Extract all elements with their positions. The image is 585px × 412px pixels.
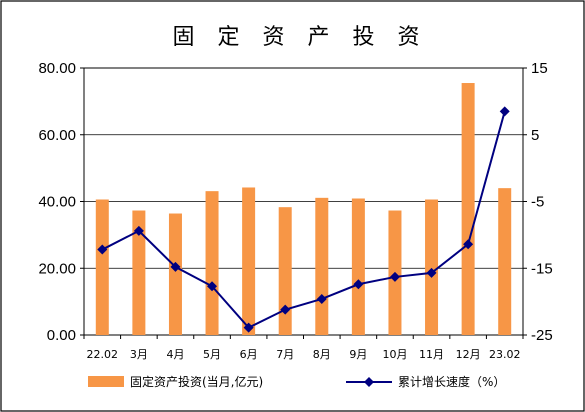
line-marker: [426, 267, 437, 278]
x-tick-label: 7月: [276, 348, 294, 361]
line-marker: [280, 304, 291, 315]
bar: [95, 199, 109, 335]
line-marker: [463, 239, 474, 250]
left-tick-label: 40.00: [38, 194, 76, 211]
left-tick-label: 0.00: [47, 327, 76, 344]
bar: [351, 198, 365, 335]
bar: [168, 213, 182, 335]
right-tick-label: -15: [531, 260, 553, 277]
line-marker: [499, 106, 510, 117]
x-tick-label: 23.02: [489, 348, 521, 361]
legend-label-bar: 固定资产投资(当月,亿元): [130, 374, 263, 389]
x-tick-label: 22.02: [87, 348, 119, 361]
x-tick-label: 9月: [349, 348, 367, 361]
bar: [315, 197, 329, 335]
bar: [278, 207, 292, 335]
bar: [425, 199, 439, 335]
legend: 固定资产投资(当月,亿元) 累计增长速度（%）: [88, 374, 505, 389]
right-tick-label: -25: [531, 327, 553, 344]
line-marker: [353, 279, 364, 290]
line-marker: [389, 271, 400, 282]
line-marker: [97, 244, 108, 255]
x-tick-label: 4月: [166, 348, 184, 361]
left-tick-label: 80.00: [38, 60, 76, 77]
legend-label-line: 累计增长速度（%）: [398, 374, 505, 389]
x-tick-label: 12月: [456, 348, 481, 361]
legend-swatch-marker: [364, 377, 374, 387]
chart-title: 固 定 资 产 投 资: [173, 25, 428, 50]
line-marker: [133, 225, 144, 236]
bar: [498, 188, 512, 335]
right-tick-label: 5: [531, 127, 539, 144]
line-marker: [207, 281, 218, 292]
line-marker: [243, 322, 254, 333]
x-tick-label: 10月: [382, 348, 407, 361]
x-tick-label: 5月: [203, 348, 221, 361]
line-series: [101, 111, 506, 329]
left-tick-label: 60.00: [38, 127, 76, 144]
left-tick-label: 20.00: [38, 260, 76, 277]
bar: [132, 210, 146, 335]
x-tick-label: 8月: [313, 348, 331, 361]
x-tick-label: 3月: [130, 348, 148, 361]
bar: [242, 187, 256, 335]
x-tick-label: 6月: [240, 348, 258, 361]
x-tick-label: 11月: [419, 348, 444, 361]
right-tick-label: 15: [531, 60, 548, 77]
bar: [461, 83, 475, 335]
legend-swatch-bar: [88, 376, 124, 387]
line-marker: [316, 293, 327, 304]
plot-area: 0.00 20.00 40.00 60.00 80.00 -25 -15 -5 5 15 22.02…: [38, 60, 552, 361]
line-marker: [170, 261, 181, 272]
right-tick-label: -5: [531, 194, 544, 211]
bar: [205, 191, 219, 335]
